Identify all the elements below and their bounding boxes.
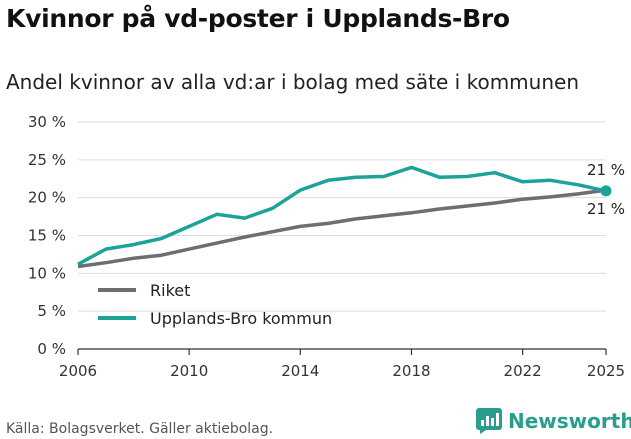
x-tick-label: 2006 xyxy=(59,362,97,380)
newsworthy-logo-icon xyxy=(476,408,502,434)
x-tick-label: 2025 xyxy=(587,362,625,380)
chart-title: Kvinnor på vd-poster i Upplands-Bro xyxy=(6,4,510,33)
y-tick-label: 0 % xyxy=(37,340,66,358)
brand-name: Newsworthy xyxy=(508,409,631,433)
chart-subtitle: Andel kvinnor av alla vd:ar i bolag med … xyxy=(6,70,579,94)
source-note: Källa: Bolagsverket. Gäller aktiebolag. xyxy=(6,421,274,437)
y-tick-label: 25 % xyxy=(28,151,66,169)
y-tick-label: 20 % xyxy=(28,189,66,207)
x-tick-label: 2022 xyxy=(504,362,542,380)
x-tick-label: 2010 xyxy=(170,362,208,380)
end-point-kommun xyxy=(600,185,612,197)
y-tick-label: 10 % xyxy=(28,264,66,282)
legend-label-kommun: Upplands-Bro kommun xyxy=(150,309,332,328)
x-tick-label: 2018 xyxy=(392,362,430,380)
end-label-riket: 21 % xyxy=(587,200,625,218)
y-tick-label: 30 % xyxy=(28,113,66,131)
y-tick-label: 15 % xyxy=(28,227,66,245)
brand-logo[interactable]: Newsworthy xyxy=(476,408,631,434)
series-line-riket xyxy=(77,188,607,269)
legend-label-riket: Riket xyxy=(150,281,190,300)
end-label-kommun: 21 % xyxy=(587,161,625,179)
y-tick-label: 5 % xyxy=(37,302,66,320)
series-line-kommun xyxy=(77,165,607,266)
x-tick-label: 2014 xyxy=(281,362,319,380)
